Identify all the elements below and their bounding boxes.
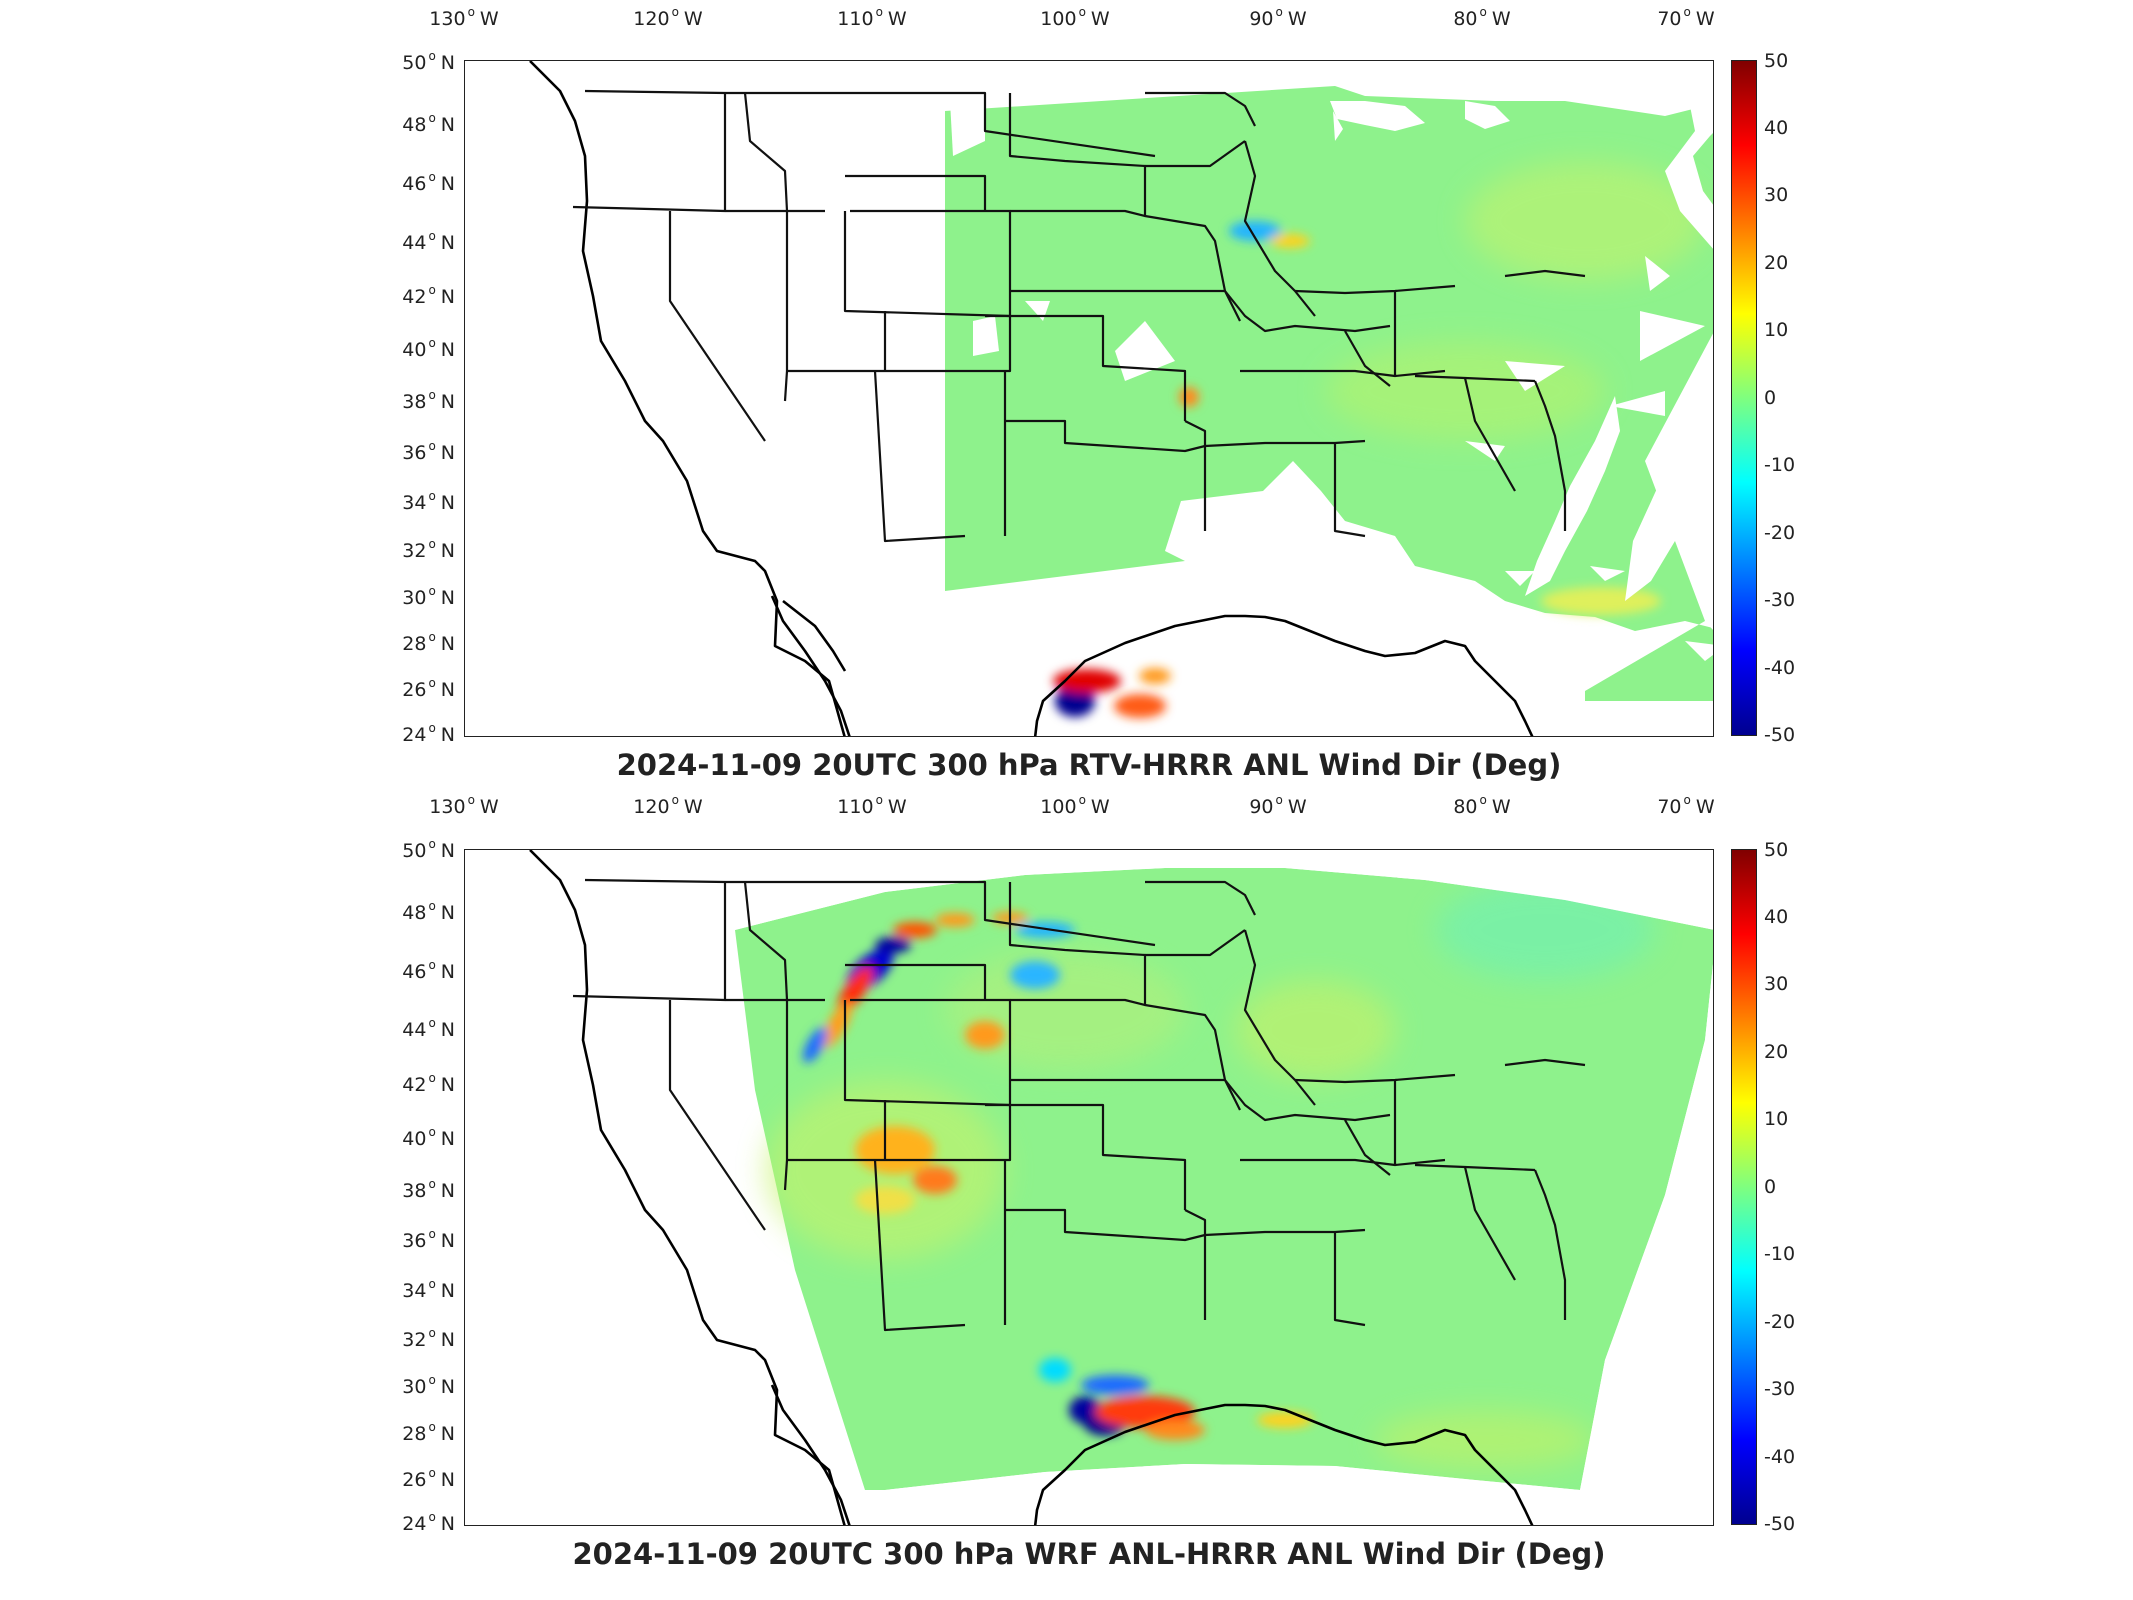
map-canvas <box>529 61 1713 736</box>
colorbar-tick: 40 <box>1764 906 1789 928</box>
lat-tick: 42 o N <box>402 283 455 308</box>
lat-tick: 34 o N <box>402 1277 455 1302</box>
lat-tick: 24 o N <box>402 1510 455 1535</box>
lon-tick: 70 o W <box>1657 793 1715 818</box>
lon-tick: 120 o W <box>633 5 703 30</box>
colorbar-tick: 0 <box>1764 387 1777 409</box>
map-canvas <box>465 850 1713 1525</box>
lon-tick: 80 o W <box>1453 5 1511 30</box>
colorbar-tick: 10 <box>1764 1108 1789 1130</box>
lon-tick: 80 o W <box>1453 793 1511 818</box>
lat-tick: 48 o N <box>402 899 455 924</box>
map-area <box>464 849 1714 1526</box>
lon-tick: 130 o W <box>429 793 499 818</box>
colorbar-tick: 50 <box>1764 839 1789 861</box>
lon-tick: 100 o W <box>1040 5 1110 30</box>
colorbar-tick: 50 <box>1764 50 1789 72</box>
colorbar-tick: -20 <box>1764 1311 1796 1333</box>
lon-tick: 120 o W <box>633 793 703 818</box>
lat-tick: 38 o N <box>402 1177 455 1202</box>
lat-tick: 30 o N <box>402 584 455 609</box>
colorbar-tick: -30 <box>1764 589 1796 611</box>
colorbar-tick: -40 <box>1764 657 1796 679</box>
colorbar-tick: 30 <box>1764 973 1789 995</box>
lat-tick: 34 o N <box>402 489 455 514</box>
wind-dir-field <box>945 81 1713 718</box>
colorbar-tick: 40 <box>1764 117 1789 139</box>
panel-title: 2024-11-09 20UTC 300 hPa WRF ANL-HRRR AN… <box>572 1537 1606 1571</box>
lat-tick: 32 o N <box>402 537 455 562</box>
lat-tick: 36 o N <box>402 1227 455 1252</box>
state-borders <box>529 61 1586 736</box>
colorbar-tick: -10 <box>1764 1243 1796 1265</box>
colorbar-tick: -50 <box>1764 1513 1796 1535</box>
lat-tick: 38 o N <box>402 388 455 413</box>
lat-tick: 40 o N <box>402 336 455 361</box>
colorbar-tick: -20 <box>1764 522 1796 544</box>
colorbar-tick: 20 <box>1764 252 1789 274</box>
lat-tick: 44 o N <box>402 1016 455 1041</box>
lat-tick: 44 o N <box>402 229 455 254</box>
colorbar-tick: -30 <box>1764 1378 1796 1400</box>
lon-tick: 110 o W <box>837 5 907 30</box>
panel-title: 2024-11-09 20UTC 300 hPa RTV-HRRR ANL Wi… <box>616 748 1562 782</box>
wind-dir-field <box>465 850 1713 1525</box>
colorbar-tick: -50 <box>1764 724 1796 746</box>
lat-tick: 30 o N <box>402 1373 455 1398</box>
colorbar <box>1731 849 1757 1525</box>
lon-tick: 70 o W <box>1657 5 1715 30</box>
lat-tick: 24 o N <box>402 721 455 746</box>
lon-tick: 90 o W <box>1249 793 1307 818</box>
lon-tick: 110 o W <box>837 793 907 818</box>
lat-tick: 40 o N <box>402 1125 455 1150</box>
lat-tick: 26 o N <box>402 676 455 701</box>
lon-tick: 90 o W <box>1249 5 1307 30</box>
colorbar-tick: -10 <box>1764 454 1796 476</box>
map-area <box>464 60 1714 737</box>
colorbar-tick: 0 <box>1764 1176 1777 1198</box>
colorbar-tick: 10 <box>1764 319 1789 341</box>
lon-tick: 100 o W <box>1040 793 1110 818</box>
lat-tick: 32 o N <box>402 1326 455 1351</box>
colorbar <box>1731 60 1757 736</box>
lat-tick: 42 o N <box>402 1071 455 1096</box>
lat-tick: 46 o N <box>402 170 455 195</box>
lat-tick: 50 o N <box>402 49 455 74</box>
state-borders <box>529 850 1586 1525</box>
lat-tick: 48 o N <box>402 111 455 136</box>
colorbar-tick: 30 <box>1764 184 1789 206</box>
lat-tick: 26 o N <box>402 1466 455 1491</box>
lat-tick: 46 o N <box>402 958 455 983</box>
colorbar-tick: 20 <box>1764 1041 1789 1063</box>
colorbar-tick: -40 <box>1764 1446 1796 1468</box>
lat-tick: 50 o N <box>402 837 455 862</box>
lat-tick: 36 o N <box>402 439 455 464</box>
lon-tick: 130 o W <box>429 5 499 30</box>
lat-tick: 28 o N <box>402 630 455 655</box>
lat-tick: 28 o N <box>402 1420 455 1445</box>
